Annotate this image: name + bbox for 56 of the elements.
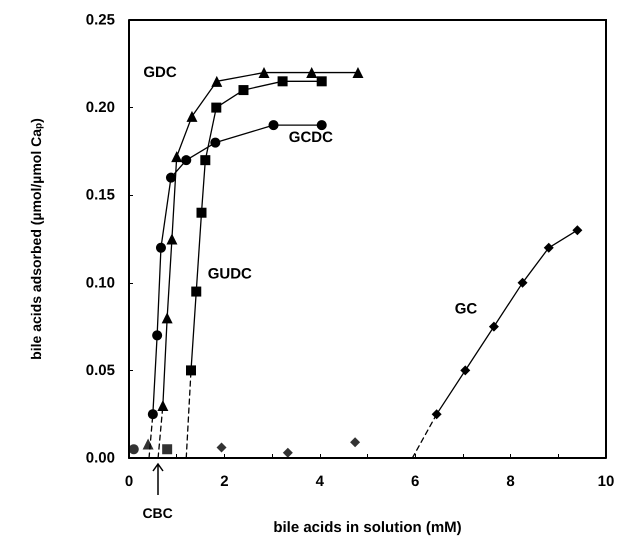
point bbox=[572, 225, 582, 236]
point bbox=[200, 155, 210, 166]
point bbox=[166, 234, 178, 244]
y-tick-label: 0.25 bbox=[86, 12, 115, 28]
point bbox=[306, 67, 318, 78]
point bbox=[238, 85, 248, 96]
point bbox=[186, 110, 198, 122]
point bbox=[258, 67, 270, 78]
point bbox=[518, 278, 528, 288]
annotation: CBC bbox=[142, 505, 173, 521]
x-tick-label: 0 bbox=[124, 473, 134, 490]
point bbox=[157, 400, 168, 411]
text: GDC bbox=[143, 64, 177, 82]
x-tick-label: 4 bbox=[316, 473, 325, 490]
point bbox=[196, 208, 207, 218]
point bbox=[488, 322, 499, 332]
point bbox=[216, 442, 227, 452]
x-axis-title: bile acids in solution (mM) bbox=[273, 519, 462, 536]
point bbox=[186, 365, 196, 376]
y-tick-label: 0.10 bbox=[86, 274, 115, 292]
y-tick-label: 0.20 bbox=[86, 99, 115, 116]
series-label: GC bbox=[454, 300, 478, 318]
point bbox=[268, 120, 279, 130]
point bbox=[162, 444, 172, 454]
point bbox=[156, 242, 166, 253]
point bbox=[544, 242, 554, 253]
point bbox=[148, 409, 158, 420]
point bbox=[152, 330, 162, 340]
point bbox=[316, 120, 327, 130]
point bbox=[166, 172, 176, 183]
point bbox=[211, 102, 222, 113]
series-label: GUDC bbox=[208, 266, 252, 283]
point bbox=[181, 155, 192, 166]
point bbox=[210, 138, 220, 148]
y-tick-label: 0.15 bbox=[86, 186, 115, 204]
point bbox=[432, 409, 442, 420]
point bbox=[128, 444, 139, 454]
point bbox=[282, 448, 293, 458]
x-tick-label: 2 bbox=[220, 473, 229, 490]
point bbox=[352, 67, 364, 78]
point bbox=[316, 76, 327, 86]
point bbox=[162, 312, 173, 324]
series-label: GCDC bbox=[288, 128, 334, 146]
point bbox=[171, 151, 182, 162]
y-tick-label: 0.00 bbox=[86, 450, 115, 466]
x-tick-label: 8 bbox=[506, 473, 515, 490]
point bbox=[211, 76, 222, 87]
y-tick-label: 0.05 bbox=[86, 362, 115, 379]
point bbox=[191, 286, 202, 297]
x-tick-label: 10 bbox=[598, 473, 614, 490]
y-axis-title: bile acids adsorbed (µmol/µmol Cap) bbox=[28, 118, 44, 360]
point bbox=[142, 438, 154, 450]
x-tick-label: 6 bbox=[411, 473, 420, 490]
point bbox=[278, 76, 288, 86]
point bbox=[350, 437, 360, 448]
point bbox=[460, 365, 470, 376]
